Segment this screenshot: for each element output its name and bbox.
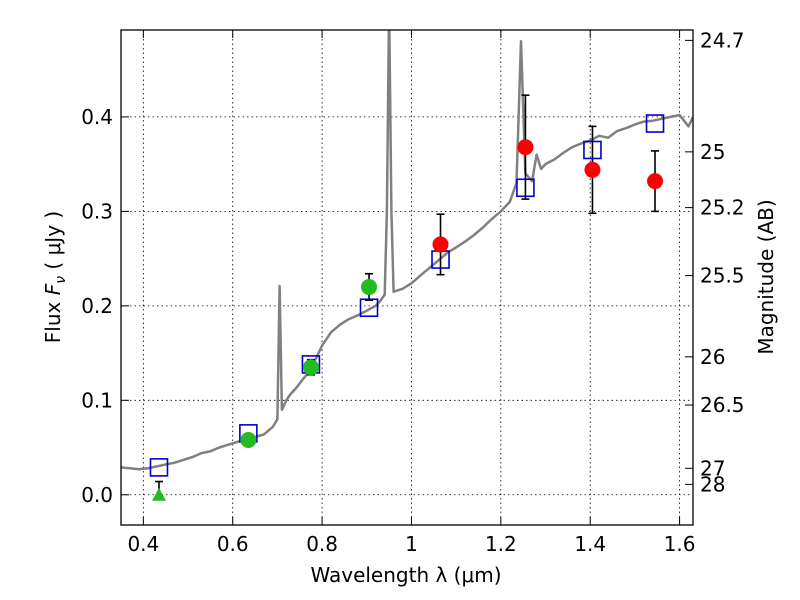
right-tick-label: 28: [700, 472, 725, 496]
marker-layer: [149, 114, 665, 501]
grid-lines: [121, 30, 693, 525]
x-tick-label: 0.6: [217, 532, 249, 556]
right-tick-label: 27: [700, 456, 725, 480]
right-tick-label: 26.5: [700, 393, 745, 417]
y-label-post: ( μJy ): [41, 211, 65, 276]
observed-flux-point: [584, 161, 601, 178]
upper-limit-triangle: [151, 487, 166, 501]
spectrum-line: [121, 30, 693, 471]
model-flux-box: [149, 458, 169, 477]
plot-frame: [120, 29, 694, 526]
right-axis-label: Magnitude (AB): [754, 199, 778, 354]
x-tick-label: 0.4: [127, 532, 159, 556]
y-label-pre: Flux: [41, 295, 65, 343]
model-flux-box: [583, 140, 602, 160]
y-tick-label: 0.3: [81, 199, 113, 223]
observed-flux-point: [302, 359, 319, 376]
y-tick-label: 0.4: [81, 105, 113, 129]
observed-flux-point: [361, 278, 378, 295]
y-tick-label: 0.0: [81, 483, 113, 507]
x-tick-label: 1: [405, 532, 418, 556]
x-tick-label: 1.6: [664, 532, 696, 556]
y-label-sub: ν: [53, 276, 69, 284]
x-tick-label: 0.8: [306, 532, 338, 556]
y-label-symbol: F: [41, 283, 65, 295]
observed-flux-point: [432, 236, 449, 253]
y-tick-label: 0.1: [81, 388, 113, 412]
x-tick-label: 1.2: [485, 532, 517, 556]
model-flux-box: [516, 178, 535, 198]
model-flux-box: [645, 114, 665, 133]
model-flux-box: [359, 298, 379, 318]
right-tick-label: 25.2: [700, 196, 745, 220]
x-axis-label: Wavelength λ (μm): [310, 563, 501, 587]
spectrum-layer: [121, 30, 693, 471]
observed-flux-point: [517, 139, 534, 156]
observed-flux-point: [647, 173, 664, 190]
tick-marks: [121, 30, 693, 525]
right-tick-label: 25.5: [700, 264, 745, 288]
right-tick-label: 25: [700, 140, 725, 164]
right-tick-label: 26: [700, 345, 725, 369]
observed-flux-point: [240, 431, 257, 448]
y-tick-label: 0.2: [81, 294, 113, 318]
right-tick-label: 24.7: [700, 28, 745, 52]
x-tick-label: 1.4: [574, 532, 606, 556]
y-axis-label: Flux Fν ( μJy ): [41, 211, 69, 343]
